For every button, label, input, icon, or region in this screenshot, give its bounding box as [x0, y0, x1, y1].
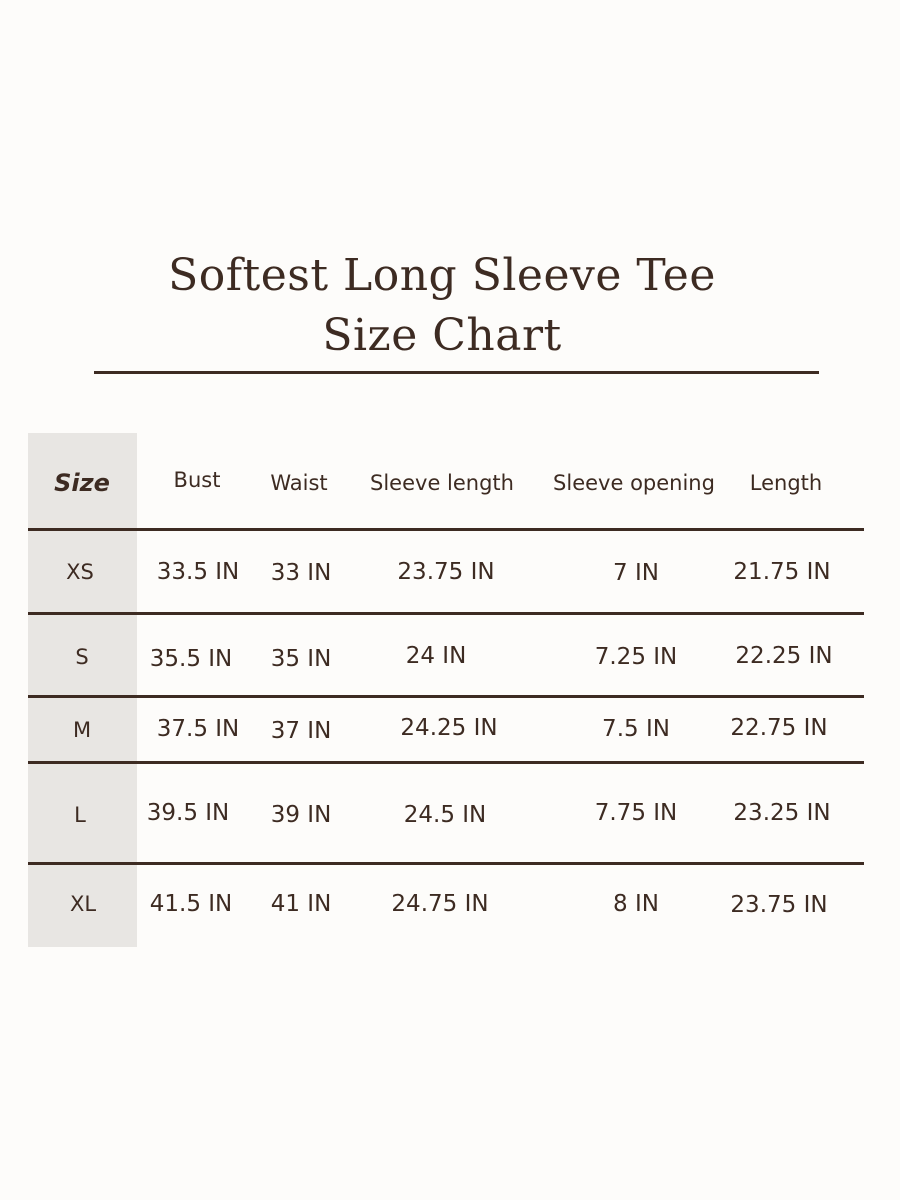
- column-header: Sleeve opening: [553, 471, 715, 495]
- size-label: XS: [66, 560, 94, 584]
- table-cell: 23.75 IN: [397, 559, 495, 585]
- table-cell: 37 IN: [270, 718, 332, 744]
- table-cell: 37.5 IN: [156, 716, 240, 742]
- row-divider: [28, 695, 864, 698]
- row-divider: [28, 528, 864, 531]
- size-label: M: [72, 718, 92, 742]
- table-cell: 23.25 IN: [733, 800, 831, 826]
- table-cell: 23.75 IN: [730, 892, 828, 918]
- table-cell: 7.5 IN: [602, 716, 670, 742]
- table-cell: 39.5 IN: [146, 800, 230, 826]
- table-cell: 7.25 IN: [594, 644, 678, 670]
- table-cell: 22.75 IN: [730, 715, 828, 741]
- row-divider: [28, 761, 864, 764]
- column-header: Sleeve length: [370, 471, 514, 495]
- title-line-2: Size Chart: [322, 310, 562, 361]
- size-label: S: [75, 645, 89, 669]
- title-divider: [94, 371, 819, 374]
- size-label: XL: [69, 892, 97, 916]
- table-cell: 21.75 IN: [733, 559, 831, 585]
- table-cell: 7 IN: [613, 560, 659, 586]
- column-header: Waist: [270, 471, 328, 495]
- table-cell: 8 IN: [613, 891, 659, 917]
- column-header: Bust: [173, 468, 221, 492]
- table-cell: 7.75 IN: [594, 800, 678, 826]
- table-cell: 24 IN: [405, 643, 467, 669]
- size-label: L: [74, 803, 86, 827]
- table-cell: 33.5 IN: [156, 559, 240, 585]
- table-cell: 41 IN: [270, 891, 332, 917]
- title-line-1: Softest Long Sleeve Tee: [168, 250, 716, 301]
- table-cell: 24.25 IN: [400, 715, 498, 741]
- table-cell: 35 IN: [270, 646, 332, 672]
- table-cell: 24.75 IN: [391, 891, 489, 917]
- table-cell: 24.5 IN: [403, 802, 487, 828]
- table-cell: 39 IN: [270, 802, 332, 828]
- table-cell: 22.25 IN: [735, 643, 833, 669]
- row-divider: [28, 862, 864, 865]
- table-cell: 33 IN: [270, 560, 332, 586]
- column-header: Length: [749, 471, 823, 495]
- column-header: Size: [54, 469, 110, 497]
- size-column-background: [28, 433, 137, 947]
- table-cell: 41.5 IN: [149, 891, 233, 917]
- row-divider: [28, 612, 864, 615]
- table-cell: 35.5 IN: [149, 646, 233, 672]
